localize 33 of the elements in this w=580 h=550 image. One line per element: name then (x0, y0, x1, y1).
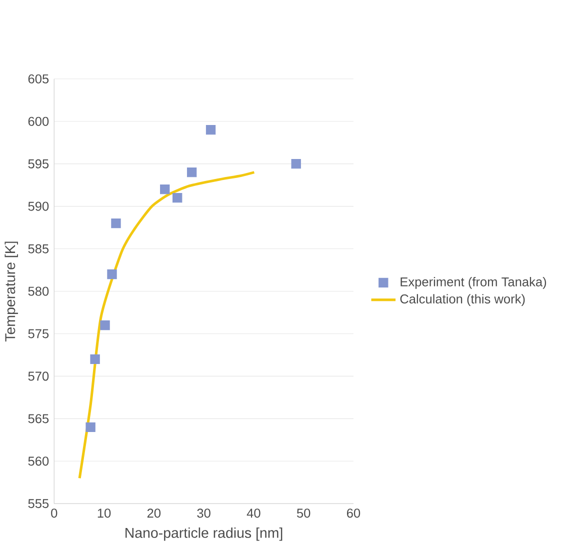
point (107, 269, 117, 280)
y-tick-label: 595 (28, 159, 49, 168)
line-series (78, 170, 256, 480)
y-tick-label: 565 (28, 414, 49, 424)
x-tick-label: 60 (346, 508, 360, 518)
y-tick-label: 605 (28, 74, 49, 84)
point (160, 184, 170, 194)
point (172, 192, 182, 203)
point (291, 158, 301, 169)
x-tick-label: 30 (197, 508, 210, 518)
y-tick-label: 600 (28, 116, 49, 126)
x-axis-title: Nano-particle radius [nm] (126, 527, 282, 541)
x-tick-label: 40 (246, 508, 260, 518)
y-tick-label: 570 (28, 372, 49, 381)
legend-label: Experiment (from Tanaka) (400, 276, 546, 289)
y-tick-label: 590 (28, 202, 49, 211)
y-tick-label: 580 (28, 286, 49, 296)
y-tick-label: 560 (28, 456, 49, 466)
y-tick-label: 585 (28, 244, 49, 254)
point (206, 124, 216, 135)
x-tick-label: 0 (51, 508, 58, 518)
legend-label: Calculation (this work) (400, 294, 525, 306)
y-axis-title: Temperature [K] (4, 242, 18, 342)
point (100, 320, 110, 330)
point (86, 422, 96, 432)
point (111, 218, 121, 228)
x-tick-label: 20 (147, 508, 161, 518)
x-tick-label: 10 (98, 508, 111, 518)
point (90, 354, 100, 364)
y-tick-label: 575 (28, 329, 49, 338)
x-tick-label: 50 (296, 508, 310, 518)
y-tick-label: 555 (28, 499, 49, 508)
point (186, 167, 197, 178)
